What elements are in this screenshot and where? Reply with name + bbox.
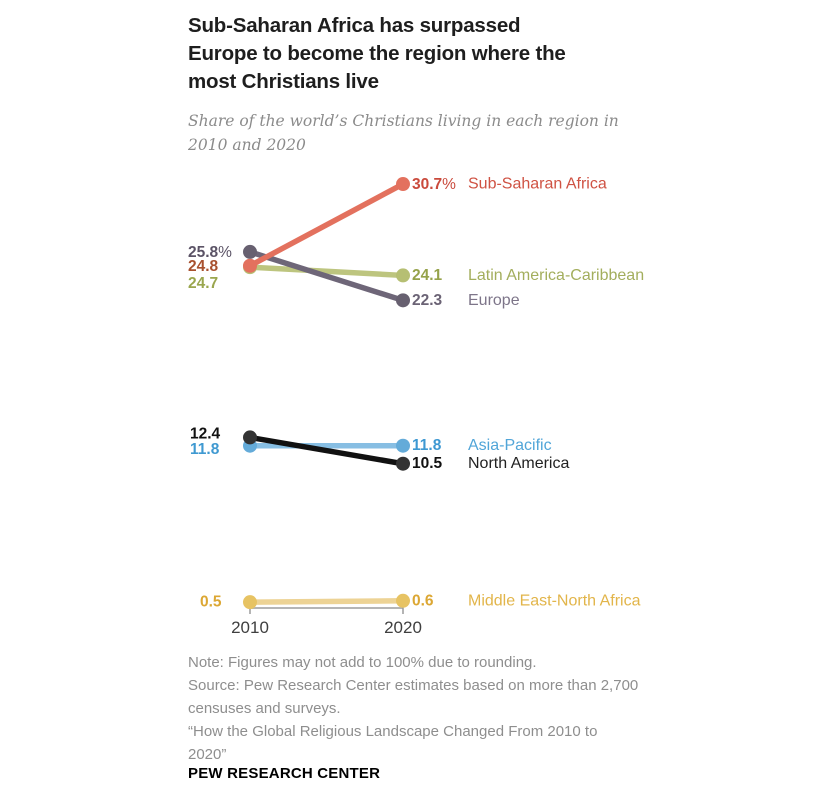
sub-saharan-africa-end-value-label: 30.7% — [412, 176, 456, 193]
middle-east-north-africa-start-value-label: 0.5 — [200, 594, 222, 611]
note-line-1: Note: Figures may not add to 100% due to… — [188, 654, 537, 671]
note-line-5: 2020” — [188, 746, 227, 763]
asia-pacific-name-label: Asia-Pacific — [468, 437, 552, 454]
brand-footer: PEW RESEARCH CENTER — [188, 765, 381, 782]
page-title: Sub-Saharan Africa has surpassed Europe … — [188, 12, 628, 96]
sub-saharan-africa-start-value-label: 24.8 — [188, 258, 219, 275]
latin-america-caribbean-line — [249, 264, 404, 279]
north-america-dot-2020 — [396, 456, 410, 471]
sub-saharan-africa-name-label: Sub-Saharan Africa — [468, 176, 607, 193]
north-america-name-label: North America — [468, 455, 569, 472]
middle-east-north-africa-name-label: Middle East-North Africa — [468, 592, 641, 609]
x-axis-label-2010: 2010 — [231, 618, 269, 637]
middle-east-north-africa-end-value-label: 0.6 — [412, 592, 434, 609]
europe-line — [249, 249, 404, 303]
latin-america-caribbean-dot-2020 — [396, 268, 410, 283]
latin-america-caribbean-name-label: Latin America-Caribbean — [468, 267, 644, 284]
north-america-line — [249, 434, 404, 467]
note-line-3: censuses and surveys. — [188, 700, 341, 717]
sub-saharan-africa-line — [248, 181, 405, 269]
europe-dot-2010 — [243, 244, 257, 259]
latin-america-caribbean-end-value-label: 24.1 — [412, 267, 443, 284]
page-title-line-1: Sub-Saharan Africa has surpassed — [188, 14, 521, 37]
sub-saharan-africa-dot-2020 — [396, 177, 410, 192]
middle-east-north-africa-dot-2010 — [243, 595, 257, 610]
note-line-2: Source: Pew Research Center estimates ba… — [188, 677, 639, 694]
x-axis-label-2020: 2020 — [384, 618, 422, 637]
page-title-line-2: Europe to become the region where the — [188, 42, 566, 65]
europe-name-label: Europe — [468, 292, 520, 309]
chart-header: Sub-Saharan Africa has surpassed Europe … — [188, 12, 628, 157]
asia-pacific-dot-2020 — [396, 438, 410, 453]
chart-subtitle: Share of the world’s Christians living i… — [188, 109, 628, 157]
asia-pacific-end-value-label: 11.8 — [412, 437, 442, 454]
note-line-4: “How the Global Religious Landscape Chan… — [188, 723, 598, 740]
middle-east-north-africa-line — [249, 598, 404, 605]
europe-dot-2020 — [396, 293, 410, 308]
sub-saharan-africa-dot-2010 — [243, 258, 257, 273]
asia-pacific-start-value-label: 11.8 — [190, 441, 220, 458]
chart-subtitle-line-1: Share of the world’s Christians living i… — [188, 112, 619, 130]
europe-end-value-label: 22.3 — [412, 292, 443, 309]
north-america-end-value-label: 10.5 — [412, 455, 443, 472]
chart-notes: Note: Figures may not add to 100% due to… — [188, 651, 668, 766]
europe-start-value-label: 25.8% — [188, 243, 232, 260]
north-america-start-value-label: 12.4 — [190, 425, 221, 442]
chart-subtitle-line-2: 2010 and 2020 — [188, 136, 306, 154]
latin-america-caribbean-start-value-label: 24.7 — [188, 275, 218, 292]
middle-east-north-africa-dot-2020 — [396, 593, 410, 608]
page-title-line-3: most Christians live — [188, 70, 379, 93]
north-america-dot-2010 — [243, 430, 257, 445]
